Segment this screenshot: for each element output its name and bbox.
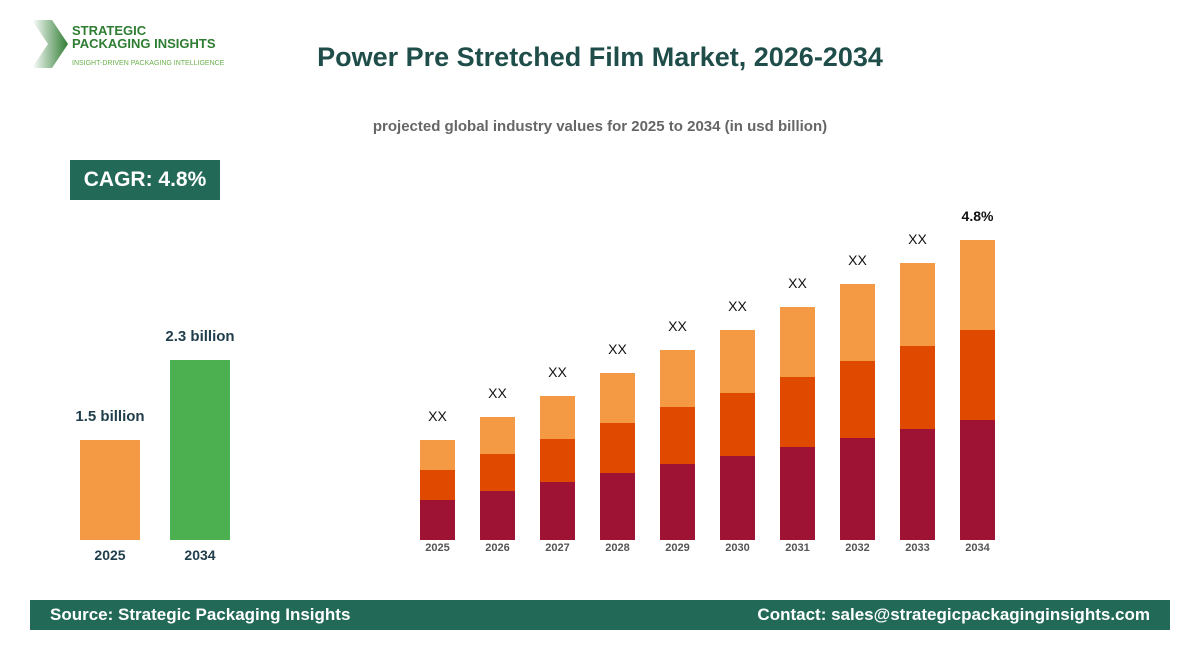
data-label-2028: XX	[608, 341, 627, 357]
bar-segment-2028-1	[600, 423, 635, 473]
bar-segment-2026-1	[480, 454, 515, 491]
x-tick-2025: 2025	[425, 542, 449, 554]
bar-segment-2027-0	[540, 482, 575, 540]
x-tick-2029: 2029	[665, 542, 689, 554]
x-tick-2031: 2031	[785, 542, 809, 554]
bar-segment-2030-0	[720, 456, 755, 540]
bar-segment-2033-1	[900, 346, 935, 429]
bar-segment-2025-1	[420, 470, 455, 500]
x-tick-2034: 2034	[965, 542, 990, 554]
bar-segment-2031-1	[780, 377, 815, 447]
bar-segment-2032-2	[840, 284, 875, 361]
charts: 1.5 billion 2025 2.3 billion 2034 XX 2025 XX 20…	[75, 208, 995, 563]
bar-segment-2033-2	[900, 263, 935, 346]
footer-source: Source: Strategic Packaging Insights	[50, 605, 351, 624]
data-label-2030: XX	[728, 298, 747, 314]
data-label-2034: 2.3 billion	[165, 328, 234, 345]
x-tick-2032: 2032	[845, 542, 869, 554]
data-label-2029: XX	[668, 318, 687, 334]
x-tick-2030: 2030	[725, 542, 749, 554]
bar-segment-2034-2	[960, 240, 995, 330]
data-label-2027: XX	[548, 364, 567, 380]
bar-segment-2031-0	[780, 447, 815, 540]
data-label-2034: 4.8%	[962, 208, 994, 224]
bar-segment-2028-2	[600, 373, 635, 423]
bar-segment-2032-1	[840, 361, 875, 438]
bar-segment-2029-2	[660, 350, 695, 407]
logo-line2: PACKAGING INSIGHTS	[72, 36, 216, 51]
data-label-2033: XX	[908, 231, 927, 247]
data-label-2025: 1.5 billion	[75, 408, 144, 425]
bar-segment-2026-0	[480, 491, 515, 540]
x-tick-2027: 2027	[545, 542, 569, 554]
logo-chevron-icon	[32, 20, 68, 68]
bar-segment-2028-0	[600, 473, 635, 540]
x-tick-2034: 2034	[184, 547, 215, 563]
data-label-2032: XX	[848, 252, 867, 268]
bar-segment-2033-0	[900, 429, 935, 540]
bar-segment-2030-2	[720, 330, 755, 393]
footer: Source: Strategic Packaging Insights Con…	[30, 600, 1170, 630]
bar-segment-2029-0	[660, 464, 695, 540]
bar-2025	[80, 440, 140, 540]
bar-segment-2031-2	[780, 307, 815, 377]
bar-segment-2034-0	[960, 420, 995, 540]
page-title: Power Pre Stretched Film Market, 2026-20…	[317, 42, 883, 72]
logo-line1: STRATEGIC	[72, 23, 147, 38]
bar-segment-2027-2	[540, 396, 575, 439]
bar-segment-2032-0	[840, 438, 875, 540]
data-label-2026: XX	[488, 385, 507, 401]
data-label-2025: XX	[428, 408, 447, 424]
x-tick-2025: 2025	[94, 547, 125, 563]
x-tick-2028: 2028	[605, 542, 629, 554]
bar-segment-2025-0	[420, 500, 455, 540]
bar-segment-2030-1	[720, 393, 755, 456]
bar-2034	[170, 360, 230, 540]
cagr-badge: CAGR: 4.8%	[70, 160, 220, 200]
bar-segment-2025-2	[420, 440, 455, 470]
logo-tagline: INSIGHT-DRIVEN PACKAGING INTELLIGENCE	[72, 60, 225, 67]
bar-segment-2027-1	[540, 439, 575, 482]
page-subtitle: projected global industry values for 202…	[372, 118, 828, 135]
logo-name: STRATEGIC PACKAGING INSIGHTS	[72, 24, 216, 50]
bar-segment-2029-1	[660, 407, 695, 464]
logo	[30, 18, 70, 75]
bar-segment-2034-1	[960, 330, 995, 420]
x-tick-2026: 2026	[485, 542, 509, 554]
x-tick-2033: 2033	[905, 542, 929, 554]
data-label-2031: XX	[788, 275, 807, 291]
bar-segment-2026-2	[480, 417, 515, 454]
footer-contact: Contact: sales@strategicpackaginginsight…	[757, 605, 1150, 624]
